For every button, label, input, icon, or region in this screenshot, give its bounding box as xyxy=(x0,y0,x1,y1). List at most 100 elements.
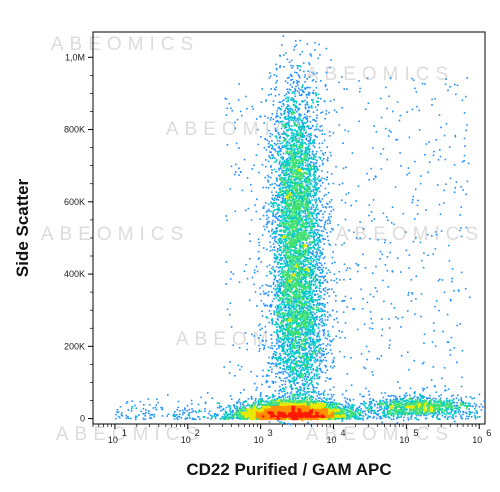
scatter-point xyxy=(331,404,334,406)
scatter-point xyxy=(317,411,320,414)
scatter-point xyxy=(326,411,328,413)
scatter-point xyxy=(230,413,232,416)
scatter-point xyxy=(254,405,256,408)
scatter-point xyxy=(291,407,293,410)
scatter-point xyxy=(356,410,358,413)
scatter-point xyxy=(352,405,354,408)
scatter-point xyxy=(279,399,282,401)
scatter-point xyxy=(332,411,335,413)
scatter-point xyxy=(323,416,325,419)
scatter-point xyxy=(260,406,263,408)
scatter-point xyxy=(310,412,312,414)
scatter-point xyxy=(311,416,314,419)
scatter-point xyxy=(306,414,308,417)
scatter-point xyxy=(365,413,367,416)
scatter-point xyxy=(261,417,263,419)
scatter-point xyxy=(327,393,329,396)
scatter-point xyxy=(275,413,278,416)
scatter-point xyxy=(336,416,338,418)
scatter-point xyxy=(218,407,221,409)
scatter-point xyxy=(348,407,350,409)
scatter-point xyxy=(357,412,359,414)
scatter-point xyxy=(348,404,350,406)
scatter-point xyxy=(319,411,322,414)
scatter-point xyxy=(259,408,262,411)
scatter-point xyxy=(275,400,278,403)
scatter-point xyxy=(339,403,342,406)
scatter-point xyxy=(314,400,316,402)
scatter-point xyxy=(272,403,275,406)
scatter-point xyxy=(288,413,291,415)
scatter-point xyxy=(251,413,253,415)
scatter-point xyxy=(296,393,298,395)
scatter-point xyxy=(283,415,285,417)
scatter-point xyxy=(258,416,261,418)
scatter-point xyxy=(261,412,263,414)
scatter-point xyxy=(223,413,226,416)
scatter-point xyxy=(339,416,342,418)
scatter-point xyxy=(222,417,225,419)
scatter-point xyxy=(250,416,252,419)
scatter-point xyxy=(253,408,255,410)
scatter-point xyxy=(326,418,329,420)
scatter-point xyxy=(333,402,335,404)
scatter-point xyxy=(312,396,315,399)
scatter-point xyxy=(298,406,301,408)
scatter-point xyxy=(282,416,284,419)
scatter-point xyxy=(214,416,217,418)
scatter-point xyxy=(345,412,347,414)
scatter-point xyxy=(290,402,293,404)
scatter-point xyxy=(281,414,284,417)
scatter-point xyxy=(261,406,264,408)
scatter-point xyxy=(318,411,321,413)
scatter-point xyxy=(263,417,266,419)
scatter-point xyxy=(338,411,341,414)
scatter-point xyxy=(290,416,292,419)
scatter-point xyxy=(307,401,310,404)
scatter-point xyxy=(250,397,253,399)
scatter-point xyxy=(310,405,312,407)
scatter-point xyxy=(266,417,269,420)
scatter-point xyxy=(329,408,331,411)
scatter-point xyxy=(271,402,273,404)
scatter-point xyxy=(352,409,354,411)
scatter-point xyxy=(328,416,330,418)
scatter-point xyxy=(242,405,245,408)
scatter-point xyxy=(349,407,352,409)
scatter-point xyxy=(260,410,263,413)
scatter-point xyxy=(335,403,337,406)
scatter-point xyxy=(236,409,238,411)
scatter-point xyxy=(257,401,260,404)
scatter-point xyxy=(262,400,264,402)
scatter-point xyxy=(240,411,243,413)
scatter-point xyxy=(233,406,236,409)
scatter-point xyxy=(250,418,253,420)
scatter-point xyxy=(346,413,348,416)
scatter-point xyxy=(316,416,318,419)
scatter-point xyxy=(331,405,333,407)
scatter-point xyxy=(251,408,253,410)
scatter-point xyxy=(333,399,336,401)
scatter-point xyxy=(273,414,276,417)
scatter-point xyxy=(273,418,275,420)
scatter-point xyxy=(312,409,315,411)
scatter-point xyxy=(259,417,261,420)
scatter-point xyxy=(307,404,309,406)
scatter-point xyxy=(326,399,328,401)
scatter-point xyxy=(329,402,331,405)
scatter-point xyxy=(313,403,315,406)
scatter-point xyxy=(292,396,294,399)
watermark-text-6: ABEOMICS xyxy=(306,424,454,445)
scatter-point xyxy=(326,412,329,414)
scatter-point xyxy=(288,414,291,416)
scatter-point xyxy=(349,405,352,407)
scatter-point xyxy=(253,409,255,411)
scatter-point xyxy=(231,411,234,414)
scatter-point xyxy=(257,409,259,411)
scatter-point xyxy=(286,417,288,420)
scatter-point xyxy=(322,410,324,413)
scatter-point xyxy=(251,414,253,416)
scatter-point xyxy=(313,404,316,407)
scatter-point xyxy=(300,400,302,402)
scatter-point xyxy=(309,415,312,417)
